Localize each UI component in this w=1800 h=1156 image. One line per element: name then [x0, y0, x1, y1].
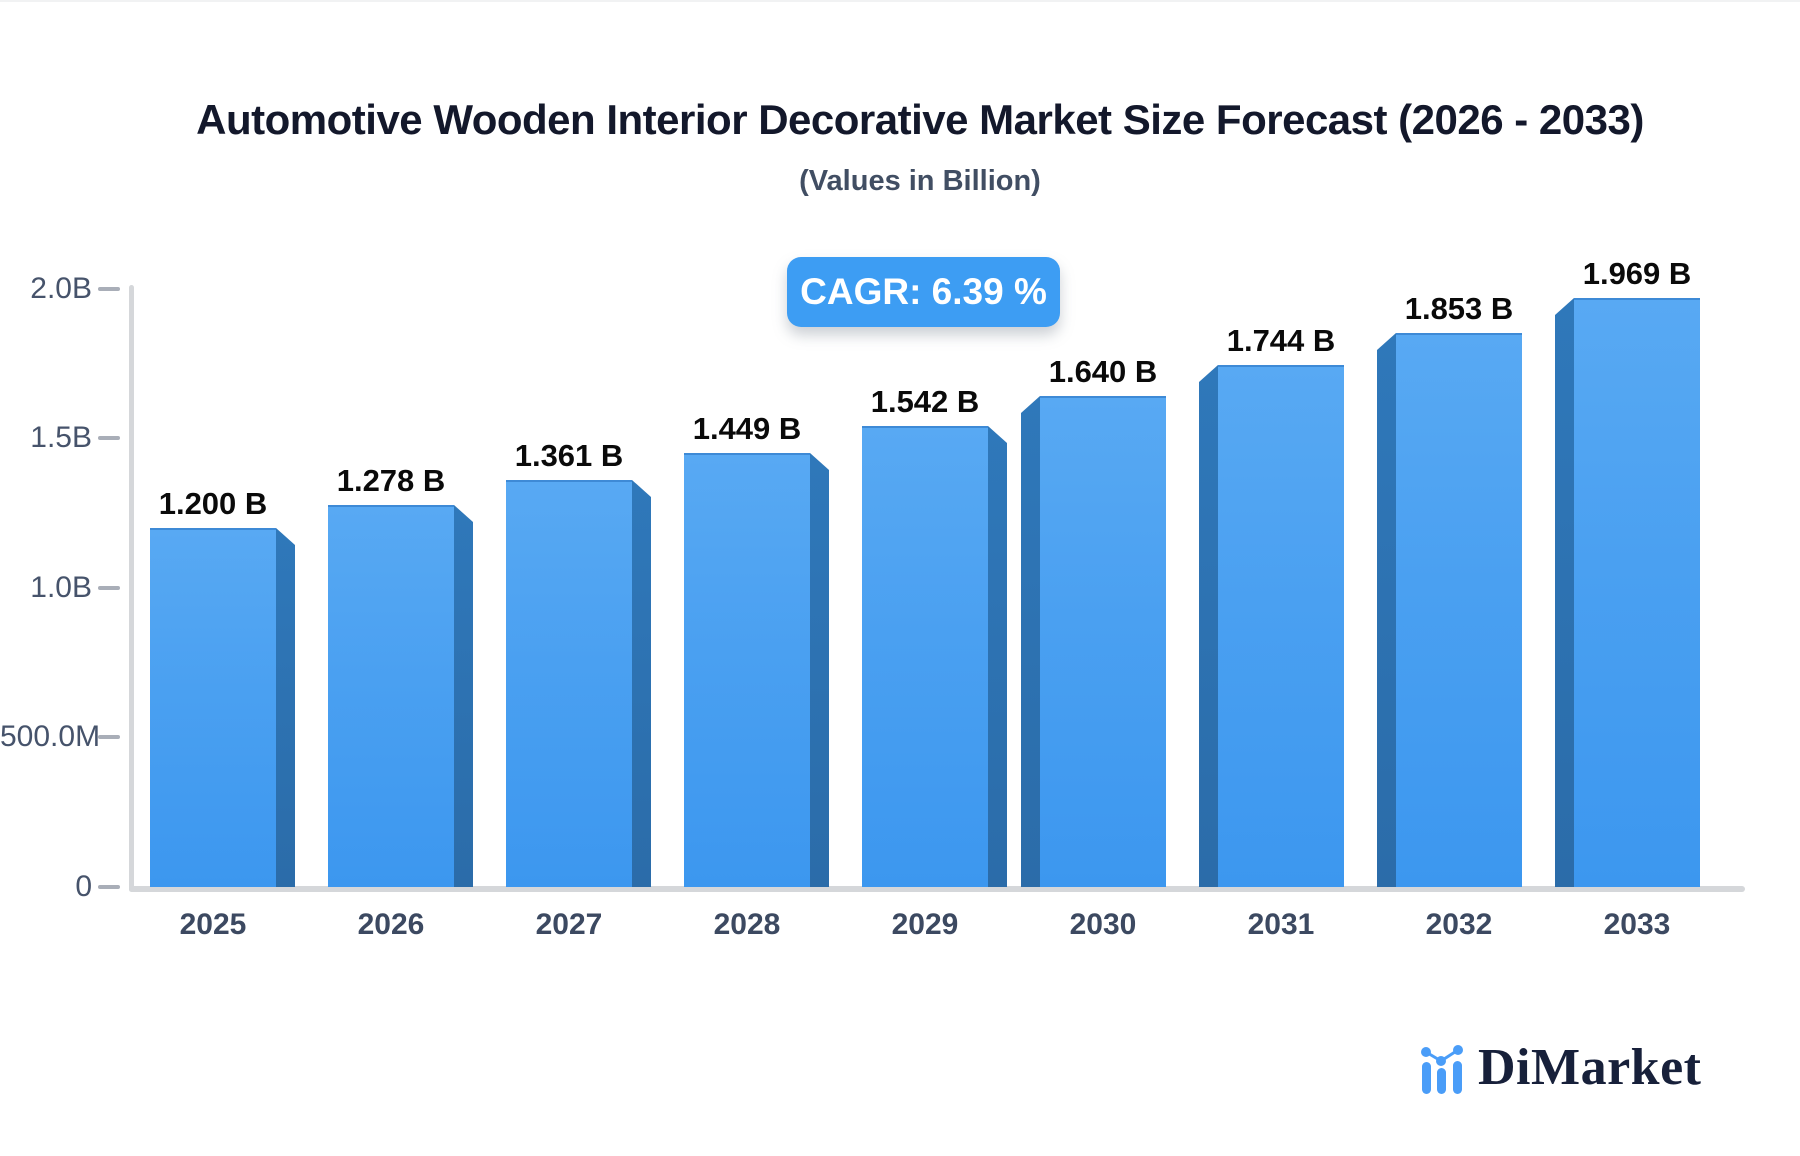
- bar-side-face-2033: [1555, 298, 1574, 887]
- y-tick-dash: [98, 436, 120, 441]
- bar-value-label-2029: 1.542 B: [870, 384, 980, 419]
- bar-value-label-2025: 1.200 B: [158, 486, 268, 521]
- bar-2031[interactable]: [1218, 365, 1344, 887]
- bar-2026[interactable]: [328, 505, 454, 887]
- bar-side-face-2030: [1021, 396, 1040, 887]
- y-tick-label: 500.0M: [0, 720, 101, 754]
- bar-side-face-2027: [632, 480, 651, 887]
- bar-side-face-2028: [810, 453, 829, 887]
- bar-2028[interactable]: [684, 453, 810, 887]
- x-axis-label-2033: 2033: [1603, 908, 1671, 941]
- chart-subtitle: (Values in Billion): [799, 165, 1041, 197]
- y-tick-dash: [98, 585, 120, 590]
- x-axis-label-2027: 2027: [535, 908, 603, 941]
- cagr-badge-label: CAGR: 6.39 %: [800, 271, 1047, 312]
- chart-title: Automotive Wooden Interior Decorative Ma…: [196, 96, 1644, 143]
- brand-logo-text: DiMarket: [1478, 1039, 1702, 1096]
- y-tick-label: 1.0B: [30, 570, 92, 604]
- x-axis-label-2029: 2029: [891, 908, 959, 941]
- bar-side-face-2032: [1377, 333, 1396, 887]
- bar-value-label-2030: 1.640 B: [1048, 354, 1158, 389]
- x-axis-line: [129, 886, 1745, 892]
- x-axis-label-2030: 2030: [1069, 908, 1137, 941]
- bar-2029[interactable]: [862, 426, 988, 887]
- x-axis-label-2028: 2028: [713, 908, 781, 941]
- x-axis-label-2032: 2032: [1425, 908, 1493, 941]
- y-tick-dash: [98, 885, 120, 889]
- y-tick-label: 0: [75, 870, 92, 903]
- bar-value-label-2026: 1.278 B: [336, 463, 446, 498]
- y-tick-label: 2.0B: [30, 271, 92, 305]
- bar-side-face-2029: [988, 426, 1007, 887]
- bar-2025[interactable]: [150, 528, 276, 887]
- brand-logo: DiMarket: [1420, 1042, 1701, 1094]
- y-tick-dash: [98, 735, 120, 740]
- bar-2027[interactable]: [506, 480, 632, 887]
- bar-side-face-2025: [276, 528, 295, 887]
- bar-value-label-2031: 1.744 B: [1226, 323, 1336, 358]
- x-axis-label-2031: 2031: [1247, 908, 1315, 941]
- bar-side-face-2026: [454, 505, 473, 887]
- x-axis-label-2025: 2025: [179, 908, 247, 941]
- bar-value-label-2028: 1.449 B: [692, 411, 802, 446]
- bar-value-label-2033: 1.969 B: [1582, 256, 1692, 291]
- bar-2033[interactable]: [1574, 298, 1700, 887]
- y-axis-line: [129, 285, 134, 892]
- y-tick-label: 1.5B: [30, 421, 92, 455]
- bar-2030[interactable]: [1040, 396, 1166, 887]
- y-tick-dash: [98, 286, 120, 291]
- bar-value-label-2032: 1.853 B: [1404, 291, 1514, 326]
- x-axis-label-2026: 2026: [357, 908, 425, 941]
- bar-value-label-2027: 1.361 B: [514, 438, 624, 473]
- bar-side-face-2031: [1199, 365, 1218, 887]
- bar-2032[interactable]: [1396, 333, 1522, 887]
- bar-chart-logo-icon: [1421, 1045, 1463, 1094]
- cagr-badge: CAGR: 6.39 %: [787, 257, 1060, 327]
